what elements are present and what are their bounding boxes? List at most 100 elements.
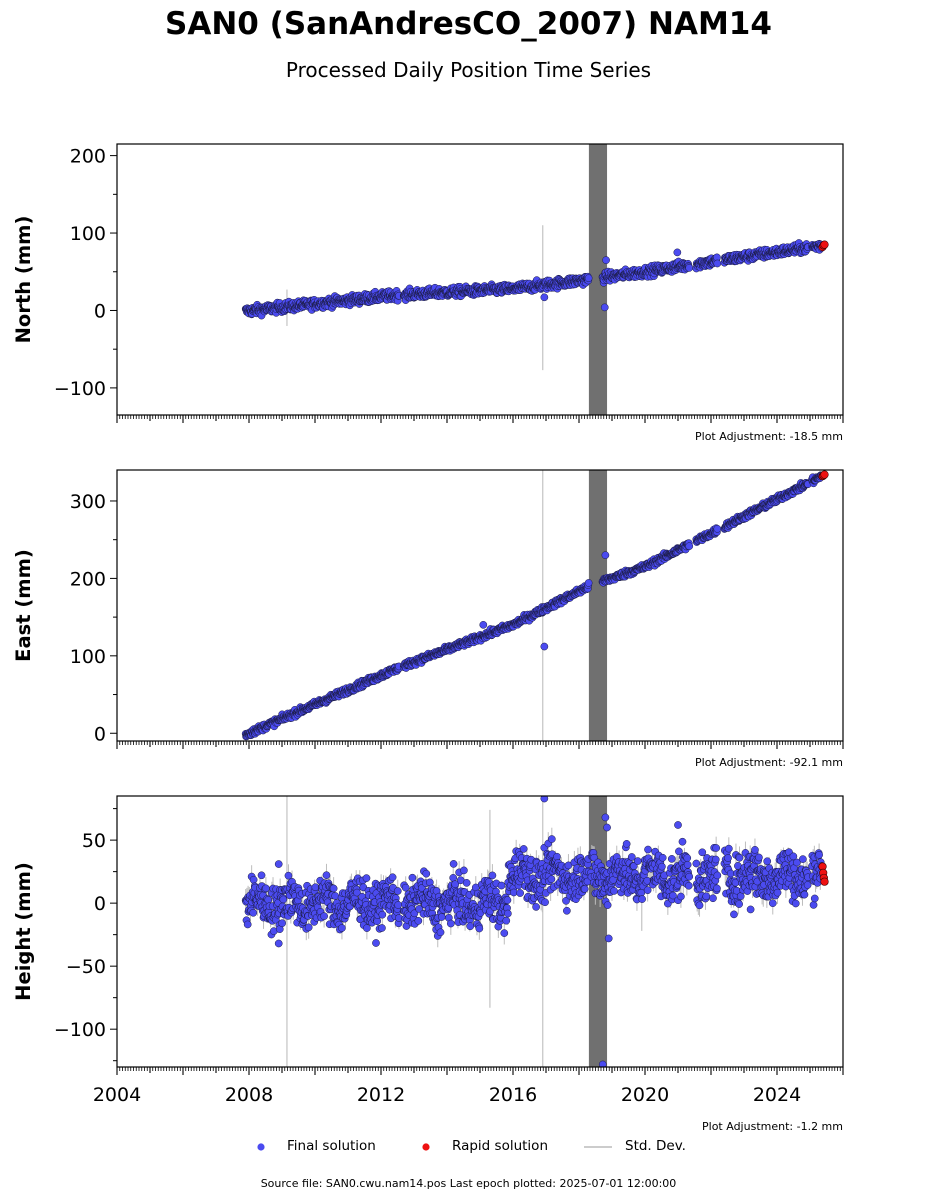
height-final-point [519,845,528,853]
height-final-point [702,892,711,901]
height-final-point [713,871,722,880]
height-final-point [638,895,646,903]
east-gap-band [588,470,608,741]
east-y-tick-label: 300 [70,491,106,513]
east-final-point [685,542,694,551]
height-final-point [643,886,652,895]
height-final-point [414,916,423,925]
height-final-point [279,895,288,904]
north-rapid-point [820,240,829,249]
height-final-point [304,923,313,932]
east-plot-area [241,470,829,741]
east-outlier-point [540,642,549,651]
height-final-point [466,922,475,931]
height-final-point [627,853,636,861]
height-final-point [393,887,402,895]
height-final-point [504,909,512,918]
height-final-point [724,844,733,853]
north-outlier-point [600,303,609,312]
east-outlier-point [601,551,610,560]
height-final-point [257,871,266,880]
north-outlier-point [602,256,610,264]
height-final-point [408,873,417,882]
east-frame [116,469,844,742]
east-final-point [584,579,593,587]
height-final-point [497,881,506,890]
height-final-point [667,855,676,863]
height-final-point [683,860,692,869]
height-final-point [395,914,403,922]
east-plot-adjustment: Plot Adjustment: -92.1 mm [695,756,843,769]
height-final-point [675,847,683,856]
north-y-tick-label: 200 [70,146,106,168]
height-final-point [378,910,387,919]
height-final-point [677,892,685,901]
height-final-point [563,906,571,915]
height-final-point [503,896,512,905]
height-final-point [415,905,423,913]
height-final-point [629,862,638,870]
height-final-point [603,901,612,909]
height-final-point [264,895,273,904]
height-final-point [401,883,410,892]
height-final-point [394,901,403,909]
east-outlier-point [479,621,488,629]
height-final-point [610,887,618,895]
height-final-point [437,913,446,921]
height-final-point [243,920,252,929]
height-final-point [685,872,694,881]
height-plot-area [241,796,829,1067]
height-final-point [262,884,270,893]
height-final-point [678,837,687,846]
height-final-point [372,939,380,947]
height-final-point [329,884,338,893]
chart-title: SAN0 (SanAndresCO_2007) NAM14 [165,6,772,42]
height-final-point [547,875,556,884]
height-final-point [658,862,666,871]
height-final-point [500,929,509,937]
height-final-point [644,845,652,854]
height-final-point [695,901,704,910]
height-final-point [363,924,371,932]
height-final-point [451,880,460,888]
height-gap-band [588,796,608,1067]
height-final-point [735,853,744,862]
height-final-point [622,840,631,848]
height-final-point [278,919,286,928]
east-y-axis-label: East (mm) [12,549,35,662]
height-final-point [446,919,455,928]
height-final-point [564,861,573,870]
height-final-point [284,871,293,880]
east-y-tick-label: 200 [70,568,106,590]
height-final-point [353,888,361,897]
height-final-point [322,871,331,880]
height-final-point [553,852,561,861]
height-final-point [724,854,732,862]
north-frame [116,143,844,416]
chart-subtitle: Processed Daily Position Time Series [285,58,652,82]
east-y-tick-label: 0 [94,723,106,745]
north-outlier-point [540,293,549,302]
height-final-point [378,924,386,932]
height-final-point [709,894,717,903]
height-final-point [462,879,471,887]
height-final-point [547,835,556,843]
height-final-point [249,908,258,917]
height-final-point [331,892,340,900]
height-final-point [633,857,642,865]
height-final-point [516,889,524,897]
height-final-point [488,871,497,880]
height-final-point [338,924,346,932]
north-final-point [713,259,722,268]
height-final-point [502,916,511,925]
height-final-point [249,875,258,884]
height-final-point [692,859,701,868]
height-final-point [320,912,328,921]
north-plot-adjustment: Plot Adjustment: -18.5 mm [695,430,843,443]
height-final-point [410,909,419,918]
north-plot-area [241,144,829,415]
north-final-point [584,274,593,283]
north-final-point [685,264,694,272]
north-y-tick-label: 100 [70,223,106,245]
